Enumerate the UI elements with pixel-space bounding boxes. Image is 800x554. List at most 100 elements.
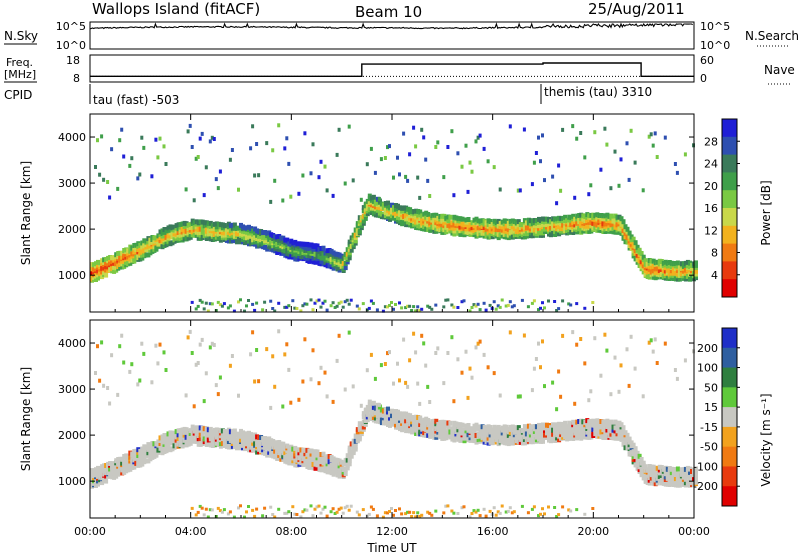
- velocity-cell: [339, 506, 343, 510]
- velocity-cell: [555, 407, 559, 412]
- velocity-cell: [204, 507, 208, 511]
- power-cell: [311, 246, 316, 252]
- power-cell: [404, 174, 408, 179]
- velocity-colorbar-tick-label: -200: [693, 480, 718, 493]
- velocity-cell: [142, 452, 147, 458]
- power-cell: [637, 247, 642, 253]
- velocity-cell: [655, 361, 659, 365]
- power-cell: [100, 134, 104, 139]
- power-cell: [331, 193, 335, 198]
- power-cell: [112, 255, 117, 261]
- power-cell: [589, 183, 593, 188]
- power-cell: [534, 223, 539, 229]
- velocity-cell: [476, 341, 480, 346]
- power-cell: [571, 124, 575, 129]
- power-cell: [237, 187, 240, 192]
- velocity-cell: [655, 480, 660, 486]
- velocity-cell: [277, 329, 281, 334]
- velocity-cell: [347, 445, 352, 451]
- power-cell: [414, 219, 419, 225]
- velocity-cell: [235, 437, 239, 443]
- cpid-segment-2: themis (tau) 3310: [544, 85, 652, 99]
- power-cell: [655, 266, 660, 272]
- x-tick-label: 12:00: [376, 525, 408, 538]
- velocity-cell: [557, 369, 561, 374]
- power-cell: [126, 254, 131, 260]
- power-cell: [156, 233, 161, 239]
- velocity-cell: [488, 437, 493, 443]
- power-cell: [474, 229, 479, 235]
- velocity-cell: [442, 511, 446, 515]
- velocity-cell: [486, 365, 490, 370]
- nsky-frame: [89, 21, 695, 50]
- power-cell: [261, 308, 265, 312]
- velocity-cell: [694, 474, 698, 480]
- power-cell: [532, 160, 536, 165]
- velocity-cell: [388, 350, 391, 355]
- power-cell: [579, 131, 583, 135]
- power-cell: [627, 177, 631, 182]
- velocity-cell: [444, 504, 448, 508]
- velocity-cell: [625, 432, 630, 438]
- velocity-cell: [317, 381, 321, 386]
- power-cell: [257, 173, 261, 178]
- power-cell: [504, 223, 509, 229]
- velocity-cell: [337, 463, 342, 469]
- power-cell: [694, 260, 698, 266]
- velocity-cell: [418, 401, 422, 406]
- velocity-cell: [204, 371, 208, 376]
- velocity-cell: [311, 514, 315, 518]
- power-cell: [522, 127, 526, 132]
- power-cell: [647, 134, 651, 139]
- velocity-cell: [424, 363, 428, 368]
- power-cell: [504, 234, 509, 240]
- velocity-cell: [311, 452, 316, 458]
- velocity-cell: [263, 506, 267, 510]
- velocity-cell: [369, 352, 373, 357]
- power-cell: [625, 141, 629, 146]
- power-cell: [216, 186, 220, 191]
- power-cell: [317, 175, 321, 180]
- power-cell: [202, 193, 206, 198]
- velocity-cell: [255, 348, 259, 352]
- velocity-cell: [367, 399, 372, 405]
- velocity-cell: [474, 425, 479, 431]
- power-cell: [315, 243, 320, 249]
- power-cell: [96, 138, 99, 143]
- power-cell: [214, 177, 218, 182]
- power-cell: [375, 308, 379, 312]
- power-cell: [420, 307, 424, 311]
- velocity-cell: [444, 421, 449, 427]
- velocity-cell: [460, 422, 465, 428]
- power-cell: [420, 127, 424, 132]
- power-colorbar-swatch: [722, 243, 737, 262]
- velocity-cell: [694, 477, 698, 483]
- velocity-cell: [333, 512, 337, 515]
- power-cell: [543, 178, 546, 183]
- power-cell: [198, 298, 202, 302]
- velocity-colorbar-tick-label: 15: [704, 401, 718, 414]
- power-cell: [452, 305, 456, 309]
- velocity-cell: [315, 505, 319, 509]
- power-colorbar-tick-label: 20: [704, 180, 718, 193]
- power-cell: [613, 219, 618, 225]
- velocity-cell: [571, 330, 575, 335]
- velocity-cell: [142, 444, 147, 450]
- power-cell: [247, 224, 251, 230]
- velocity-cell: [398, 411, 402, 417]
- power-cell: [255, 301, 259, 305]
- power-cell: [565, 228, 570, 233]
- power-cell: [567, 302, 571, 306]
- power-colorbar-tick-label: 4: [711, 269, 718, 282]
- power-cell: [196, 304, 200, 308]
- freq-tick-top: 18: [66, 54, 80, 67]
- velocity-cell: [194, 362, 198, 367]
- power-cell: [319, 159, 323, 164]
- power-cell: [351, 178, 355, 183]
- power-cell: [474, 304, 478, 308]
- velocity-cell: [420, 333, 424, 338]
- power-cell: [641, 254, 646, 260]
- power-cell: [470, 306, 474, 309]
- power-colorbar-swatch: [722, 119, 737, 138]
- velocity-cell: [625, 445, 630, 451]
